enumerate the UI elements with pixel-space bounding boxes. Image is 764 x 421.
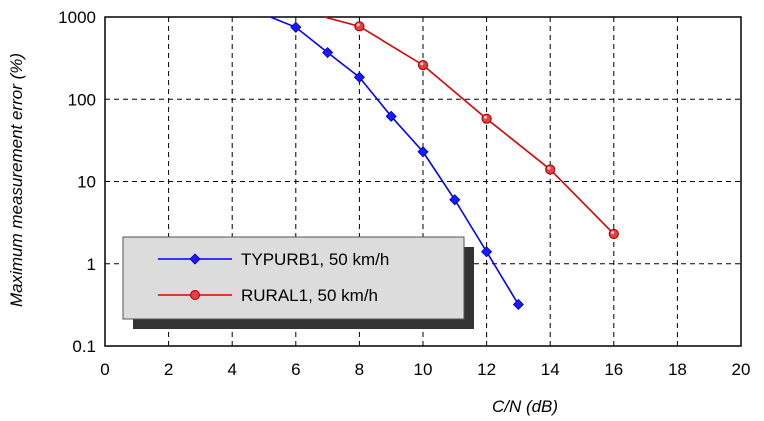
legend-label-rural1: RURAL1, 50 km/h	[241, 286, 378, 305]
y-tick-label: 0.1	[72, 337, 96, 356]
y-tick-labels: 0.1 1 10 100 1000	[58, 8, 96, 356]
data-point-highlight	[356, 23, 360, 27]
plot-frame	[104, 16, 742, 347]
series-layer	[270, 16, 619, 311]
data-point	[481, 246, 493, 258]
data-point-highlight	[547, 166, 551, 170]
x-tick-label: 12	[477, 360, 496, 379]
y-tick-label: 100	[68, 90, 96, 109]
x-tick-label: 20	[732, 360, 751, 379]
data-point	[353, 71, 365, 83]
y-tick-label: 10	[77, 173, 96, 192]
legend: TYPURB1, 50 km/h RURAL1, 50 km/h	[122, 236, 474, 329]
series-1	[324, 16, 619, 240]
series-0	[270, 16, 524, 311]
x-tick-label: 6	[291, 360, 300, 379]
data-point	[512, 298, 524, 311]
x-tick-label: 14	[541, 360, 560, 379]
data-point	[608, 228, 619, 240]
x-tick-label: 2	[164, 360, 173, 379]
data-point	[417, 60, 429, 71]
x-tick-label: 8	[355, 360, 364, 379]
x-tick-labels: 0 2 4 6 8 10 12 14 16 18 20	[100, 360, 750, 379]
y-tick-label: 1000	[58, 8, 96, 27]
data-point	[322, 46, 334, 59]
y-tick-label: 1	[87, 255, 96, 274]
x-tick-label: 16	[604, 360, 623, 379]
data-point	[385, 110, 397, 122]
legend-marker-typurb1	[189, 253, 201, 265]
legend-marker-rural1	[190, 290, 200, 300]
y-axis-title: Maximum measurement error (%)	[7, 53, 26, 307]
x-axis-title: C/N (dB)	[492, 397, 558, 416]
data-point	[449, 194, 461, 206]
x-tick-label: 18	[668, 360, 687, 379]
x-tick-label: 4	[227, 360, 236, 379]
data-point-highlight	[483, 115, 487, 119]
data-point-highlight	[420, 62, 424, 66]
data-point	[545, 164, 556, 175]
data-point	[290, 21, 302, 33]
legend-box	[122, 236, 465, 320]
data-point-highlight	[611, 231, 615, 235]
data-point	[417, 146, 429, 158]
data-point	[354, 21, 365, 32]
legend-label-typurb1: TYPURB1, 50 km/h	[241, 250, 389, 269]
data-point	[481, 113, 492, 124]
x-tick-label: 10	[414, 360, 433, 379]
x-tick-label: 0	[100, 360, 109, 379]
series-line	[324, 16, 615, 235]
